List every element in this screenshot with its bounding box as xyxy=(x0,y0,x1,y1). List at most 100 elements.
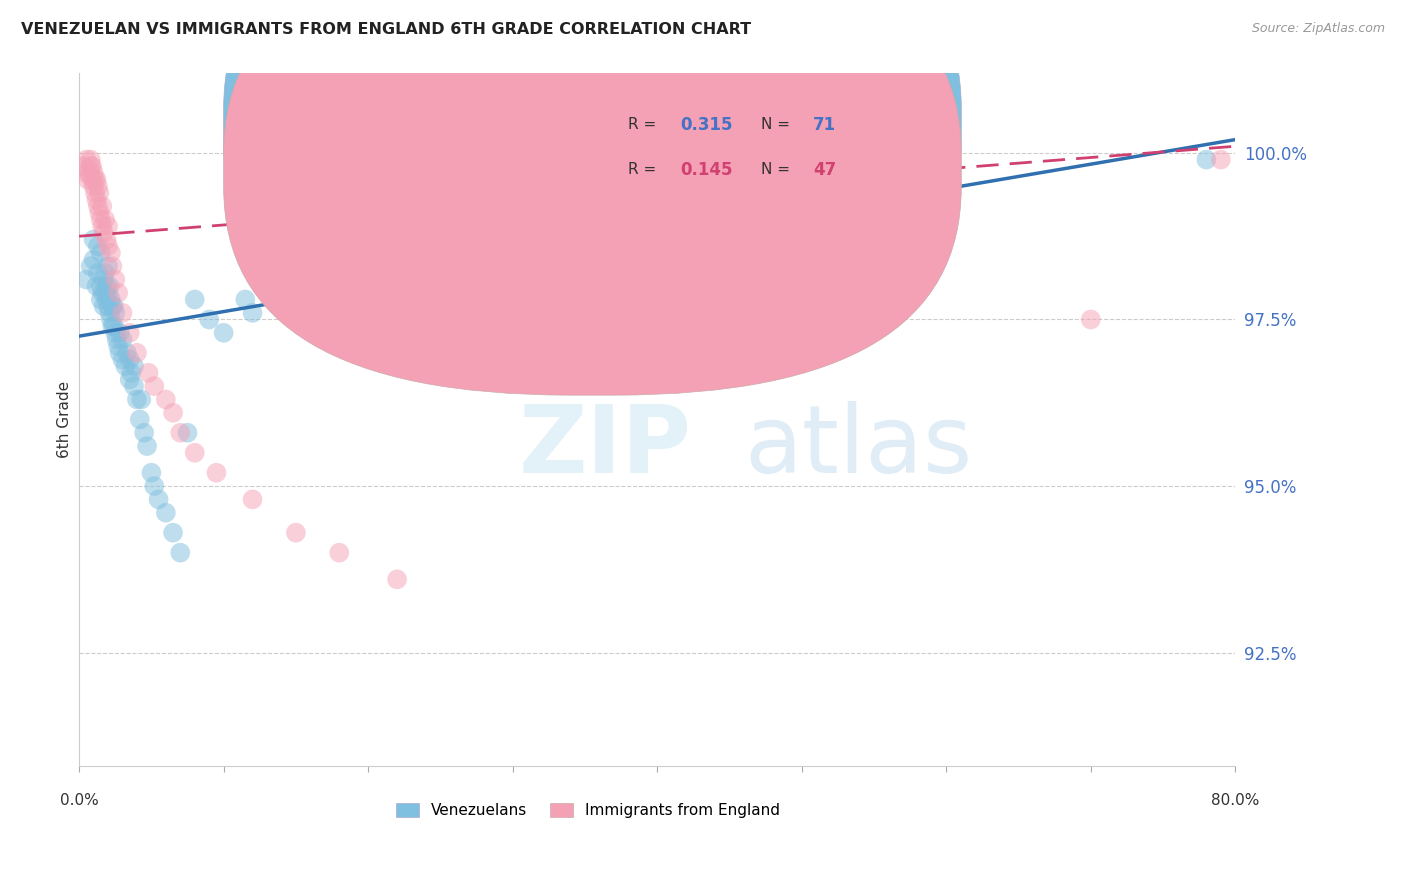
Point xyxy=(96,233,118,247)
Point xyxy=(103,299,125,313)
Point xyxy=(108,346,131,360)
Point xyxy=(100,293,122,307)
Point xyxy=(83,233,105,247)
Point xyxy=(118,352,141,367)
Point xyxy=(86,279,108,293)
Point xyxy=(256,279,278,293)
Point xyxy=(101,319,124,334)
Point xyxy=(169,425,191,440)
Point xyxy=(155,506,177,520)
Point xyxy=(86,172,108,186)
Point xyxy=(94,266,117,280)
Y-axis label: 6th Grade: 6th Grade xyxy=(58,381,72,458)
Point xyxy=(120,366,142,380)
Point xyxy=(79,259,101,273)
Point xyxy=(134,425,156,440)
Text: 0.315: 0.315 xyxy=(681,116,733,134)
Point xyxy=(122,359,145,373)
Point xyxy=(162,406,184,420)
Text: 0.0%: 0.0% xyxy=(59,792,98,807)
Point xyxy=(212,326,235,340)
Point xyxy=(108,326,131,340)
Point xyxy=(270,293,292,307)
Point xyxy=(242,306,264,320)
Point xyxy=(104,326,127,340)
Point xyxy=(89,186,111,200)
Text: VENEZUELAN VS IMMIGRANTS FROM ENGLAND 6TH GRADE CORRELATION CHART: VENEZUELAN VS IMMIGRANTS FROM ENGLAND 6T… xyxy=(21,22,751,37)
Point xyxy=(162,525,184,540)
Point xyxy=(98,306,121,320)
Point xyxy=(93,226,115,240)
Text: 71: 71 xyxy=(813,116,837,134)
Point xyxy=(105,333,128,347)
Point xyxy=(100,312,122,326)
Point xyxy=(75,272,97,286)
Point xyxy=(79,159,101,173)
Point xyxy=(82,159,104,173)
Point xyxy=(176,425,198,440)
Point xyxy=(357,245,380,260)
Text: R =: R = xyxy=(628,162,661,178)
Point xyxy=(97,259,120,273)
Point xyxy=(198,312,221,326)
Point xyxy=(458,226,481,240)
Point xyxy=(97,285,120,300)
Point xyxy=(93,272,115,286)
Point xyxy=(83,179,105,194)
Point xyxy=(184,293,207,307)
Point xyxy=(111,352,134,367)
Text: 0.145: 0.145 xyxy=(681,161,733,179)
Point xyxy=(128,412,150,426)
Point xyxy=(104,272,127,286)
Text: N =: N = xyxy=(761,118,796,132)
Point xyxy=(107,339,129,353)
Point xyxy=(122,379,145,393)
Point xyxy=(118,372,141,386)
Point xyxy=(574,212,596,227)
Point xyxy=(86,193,108,207)
Point xyxy=(87,199,110,213)
Point xyxy=(75,166,97,180)
Point xyxy=(84,186,107,200)
Point xyxy=(143,379,166,393)
Point xyxy=(125,392,148,407)
Point xyxy=(91,219,114,234)
Text: ZIP: ZIP xyxy=(519,401,692,493)
Point xyxy=(111,333,134,347)
FancyBboxPatch shape xyxy=(547,83,917,204)
Point xyxy=(148,492,170,507)
FancyBboxPatch shape xyxy=(224,0,962,395)
Point xyxy=(242,492,264,507)
Point xyxy=(107,285,129,300)
Point xyxy=(141,466,163,480)
Point xyxy=(83,166,105,180)
Point xyxy=(328,546,350,560)
Text: R =: R = xyxy=(628,118,661,132)
Point xyxy=(111,306,134,320)
Point xyxy=(385,572,408,586)
Point xyxy=(90,245,112,260)
Point xyxy=(98,279,121,293)
Point xyxy=(84,172,107,186)
Point xyxy=(87,266,110,280)
Point xyxy=(129,392,152,407)
Point xyxy=(83,252,105,267)
Point xyxy=(72,159,94,173)
Point xyxy=(90,279,112,293)
Point xyxy=(118,326,141,340)
Text: N =: N = xyxy=(761,162,796,178)
Point xyxy=(79,153,101,167)
Point xyxy=(96,279,118,293)
Point xyxy=(385,245,408,260)
Point xyxy=(114,359,136,373)
Point xyxy=(97,239,120,253)
FancyBboxPatch shape xyxy=(224,0,962,351)
Point xyxy=(101,299,124,313)
Point xyxy=(93,299,115,313)
Text: 47: 47 xyxy=(813,161,837,179)
Point xyxy=(1195,153,1218,167)
Text: 80.0%: 80.0% xyxy=(1211,792,1260,807)
Point xyxy=(125,346,148,360)
Point xyxy=(101,259,124,273)
Point xyxy=(100,245,122,260)
